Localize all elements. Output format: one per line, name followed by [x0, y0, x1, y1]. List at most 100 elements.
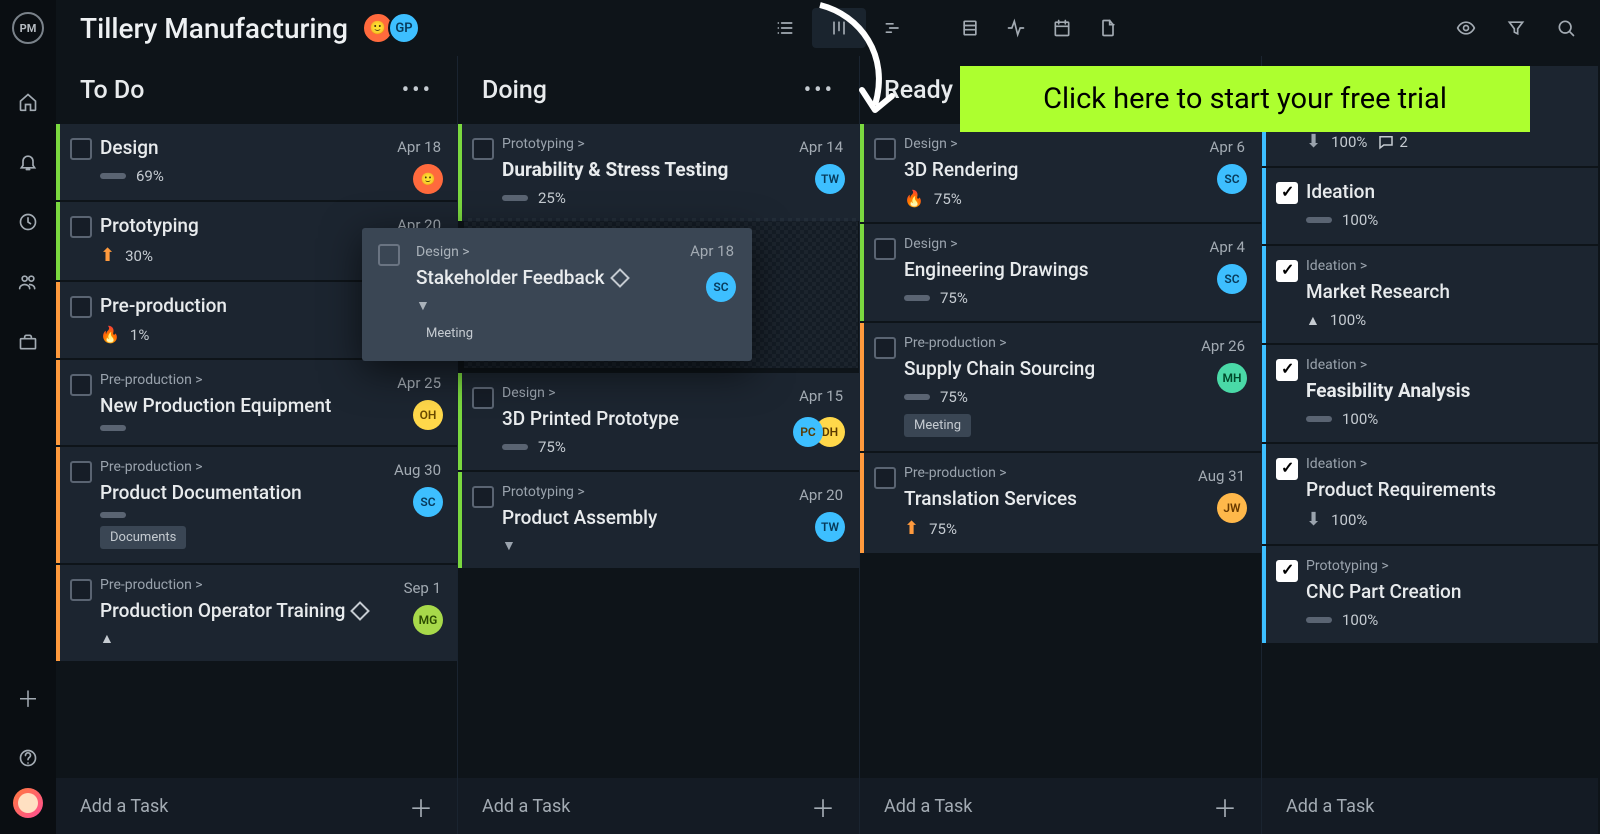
task-checkbox[interactable]: [70, 374, 92, 396]
task-checkbox[interactable]: [70, 579, 92, 601]
progress-bar: [1306, 416, 1332, 422]
task-checkbox[interactable]: [70, 296, 92, 318]
add-task-button[interactable]: Add a Task: [1262, 778, 1598, 834]
task-checkbox[interactable]: [70, 216, 92, 238]
assignee-avatar[interactable]: TW: [815, 164, 845, 194]
task-card[interactable]: Design >3D Rendering🔥 75%Apr 6SC: [860, 124, 1261, 222]
add-task-button[interactable]: Add a Task＋: [458, 778, 859, 834]
task-card[interactable]: Prototyping >Durability & Stress Testing…: [458, 124, 859, 221]
task-checkbox[interactable]: [1276, 182, 1298, 204]
task-date: Sep 1: [404, 579, 441, 597]
task-date: Apr 25: [397, 374, 441, 392]
task-category: Pre-production >: [100, 577, 439, 593]
sheet-icon[interactable]: [960, 18, 980, 38]
task-card[interactable]: Ideation >Feasibility Analysis100%: [1262, 345, 1598, 442]
task-title: Production Operator Training: [100, 599, 439, 622]
task-percentage: 75%: [940, 388, 968, 406]
assignee-avatar[interactable]: OH: [413, 400, 443, 430]
assignee-avatar[interactable]: SC: [706, 272, 736, 302]
gantt-view-icon[interactable]: [866, 8, 920, 48]
task-checkbox[interactable]: [1276, 260, 1298, 282]
task-percentage: 100%: [1342, 410, 1378, 428]
task-checkbox[interactable]: [1276, 458, 1298, 480]
activity-icon[interactable]: [1006, 18, 1026, 38]
task-percentage: 100%: [1331, 133, 1367, 151]
search-icon[interactable]: [1556, 18, 1576, 38]
clock-icon[interactable]: [16, 210, 40, 234]
assignee-avatar[interactable]: SC: [413, 487, 443, 517]
bell-icon[interactable]: [16, 150, 40, 174]
task-checkbox[interactable]: [472, 387, 494, 409]
task-percentage: 75%: [538, 438, 566, 456]
assignee-avatar[interactable]: SC: [1217, 264, 1247, 294]
assignee-avatar[interactable]: MH: [1217, 363, 1247, 393]
briefcase-icon[interactable]: [16, 330, 40, 354]
add-icon[interactable]: ＋: [17, 682, 39, 714]
task-card[interactable]: Ideation >Market Research▲ 100%: [1262, 246, 1598, 343]
add-task-button[interactable]: Add a Task＋: [56, 778, 457, 834]
column-done: Ideation >Stakeholder Feedback ⬇ 100%2Id…: [1262, 56, 1598, 834]
assignee-avatar[interactable]: TW: [815, 512, 845, 542]
list-view-icon[interactable]: [758, 8, 812, 48]
task-meta: 75%: [502, 438, 841, 456]
cta-banner[interactable]: Click here to start your free trial: [960, 66, 1530, 132]
assignee-avatar[interactable]: JW: [1217, 493, 1247, 523]
task-checkbox[interactable]: [874, 238, 896, 260]
assignee-avatar[interactable]: 🙂: [413, 164, 443, 194]
task-checkbox[interactable]: [378, 244, 400, 266]
assignee-avatar[interactable]: SC: [1217, 164, 1247, 194]
progress-bar: [1306, 217, 1332, 223]
member-avatars[interactable]: 🙂 GP: [368, 12, 420, 44]
task-checkbox[interactable]: [874, 467, 896, 489]
task-card[interactable]: Pre-production >New Production Equipment…: [56, 360, 457, 445]
task-checkbox[interactable]: [1276, 560, 1298, 582]
assignee-avatar[interactable]: MG: [413, 605, 443, 635]
task-card[interactable]: Pre-production > Production Operator Trai…: [56, 565, 457, 661]
task-checkbox[interactable]: [874, 337, 896, 359]
help-icon[interactable]: [16, 746, 40, 770]
task-title: Product Requirements: [1306, 478, 1580, 501]
column-menu-icon[interactable]: •••: [804, 78, 835, 103]
task-checkbox[interactable]: [472, 138, 494, 160]
task-meta: 25%: [502, 189, 841, 207]
task-card[interactable]: Design69%Apr 18🙂: [56, 124, 457, 200]
task-checkbox[interactable]: [70, 461, 92, 483]
task-card[interactable]: Pre-production >Translation Services⬆ 75…: [860, 453, 1261, 553]
diamond-icon: [351, 601, 371, 621]
calendar-icon[interactable]: [1052, 18, 1072, 38]
task-meta: ⬆ 75%: [904, 518, 1243, 539]
task-meta: 69%: [100, 167, 439, 185]
dragging-card[interactable]: Design > Stakeholder Feedback ▼ Meeting …: [362, 228, 752, 361]
task-checkbox[interactable]: [70, 138, 92, 160]
avatar[interactable]: GP: [388, 12, 420, 44]
task-title: Product Documentation: [100, 481, 439, 504]
add-task-button[interactable]: Add a Task＋: [860, 778, 1261, 834]
column-title: To Do: [80, 76, 144, 105]
task-checkbox[interactable]: [1276, 359, 1298, 381]
topbar-actions: [1456, 18, 1576, 38]
board-view-icon[interactable]: [812, 8, 866, 48]
column-menu-icon[interactable]: •••: [402, 78, 433, 103]
task-card[interactable]: Pre-production >Supply Chain Sourcing75%…: [860, 323, 1261, 451]
task-meta: ▲: [100, 630, 439, 647]
task-card[interactable]: Ideation100%: [1262, 168, 1598, 244]
profile-avatar[interactable]: [13, 788, 43, 818]
task-checkbox[interactable]: [874, 138, 896, 160]
filter-icon[interactable]: [1506, 18, 1526, 38]
task-card[interactable]: Design >Engineering Drawings75%Apr 4SC: [860, 224, 1261, 321]
eye-icon[interactable]: [1456, 18, 1476, 38]
task-date: Apr 4: [1210, 238, 1245, 256]
task-card[interactable]: Ideation >Product Requirements⬇ 100%: [1262, 444, 1598, 544]
task-checkbox[interactable]: [472, 486, 494, 508]
app-logo[interactable]: PM: [12, 12, 44, 44]
file-icon[interactable]: [1098, 18, 1118, 38]
task-date: Aug 31: [1198, 467, 1245, 485]
assignee-avatar[interactable]: PC: [793, 417, 823, 447]
task-title: Market Research: [1306, 280, 1580, 303]
task-card[interactable]: Prototyping >Product Assembly▼ Apr 20TW: [458, 472, 859, 568]
home-icon[interactable]: [16, 90, 40, 114]
task-card[interactable]: Design >3D Printed Prototype75%Apr 15DHP…: [458, 373, 859, 470]
task-card[interactable]: Prototyping >CNC Part Creation100%: [1262, 546, 1598, 643]
team-icon[interactable]: [16, 270, 40, 294]
task-card[interactable]: Pre-production >Product DocumentationDoc…: [56, 447, 457, 563]
